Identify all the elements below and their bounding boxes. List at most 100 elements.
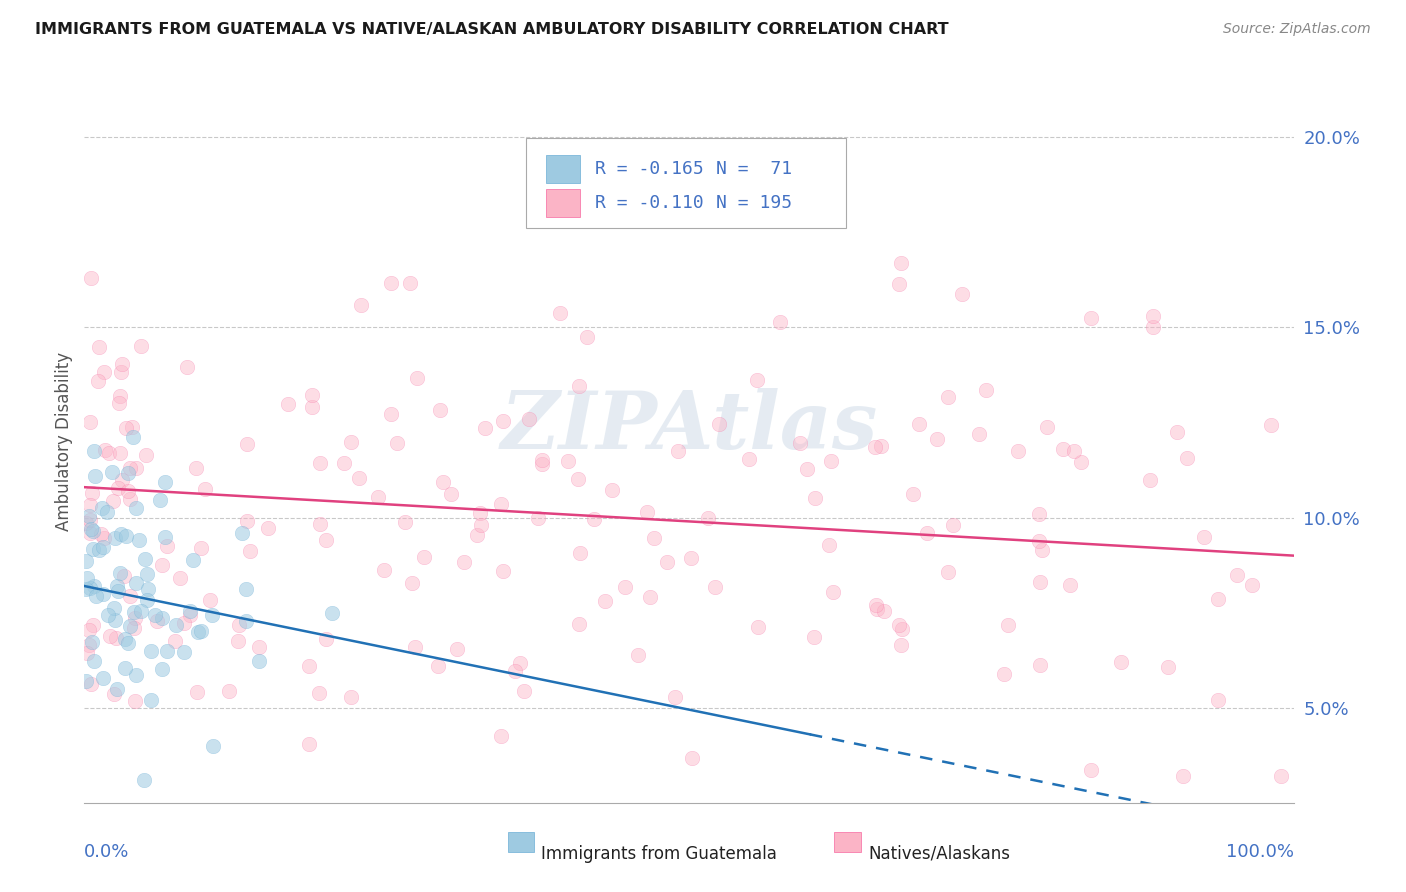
Point: [453, 555, 475, 569]
Point: [664, 690, 686, 704]
Point: [75, 582, 97, 596]
Point: [235, 582, 257, 596]
Point: [79, 677, 101, 691]
Point: [82, 541, 104, 556]
Point: [103, 687, 125, 701]
Point: [128, 533, 150, 547]
Point: [93, 364, 115, 378]
Point: [568, 379, 591, 393]
Point: [256, 521, 278, 535]
Point: [967, 427, 990, 442]
Point: [298, 737, 321, 751]
Point: [90, 526, 112, 541]
Point: [236, 437, 259, 451]
Point: [124, 576, 146, 591]
Point: [530, 452, 553, 467]
Point: [866, 602, 889, 616]
Point: [429, 403, 451, 417]
Point: [818, 538, 841, 552]
Point: [134, 772, 156, 787]
Point: [163, 634, 186, 648]
Point: [236, 514, 259, 528]
Point: [104, 631, 127, 645]
Point: [747, 373, 769, 387]
Point: [340, 690, 363, 705]
Point: [309, 456, 332, 470]
Point: [91, 540, 114, 554]
Point: [79, 499, 101, 513]
Point: [173, 645, 195, 659]
Point: [568, 617, 591, 632]
Point: [104, 531, 127, 545]
Point: [190, 624, 212, 639]
Point: [404, 640, 426, 654]
Point: [503, 664, 526, 678]
Point: [1070, 455, 1092, 469]
Point: [184, 460, 207, 475]
Point: [129, 604, 152, 618]
Point: [385, 435, 408, 450]
Point: [75, 673, 97, 688]
Point: [134, 552, 156, 566]
Point: [350, 298, 373, 312]
Point: [79, 416, 101, 430]
Point: [530, 457, 553, 471]
Point: [1035, 420, 1057, 434]
Point: [77, 639, 100, 653]
Point: [298, 659, 321, 673]
Point: [110, 365, 132, 379]
Point: [804, 491, 827, 505]
Point: [93, 671, 115, 685]
Point: [155, 540, 177, 554]
Point: [636, 505, 658, 519]
Point: [769, 315, 792, 329]
Point: [993, 666, 1015, 681]
Point: [796, 462, 818, 476]
Point: [218, 684, 240, 698]
Point: [83, 579, 105, 593]
Point: [1139, 474, 1161, 488]
Point: [112, 569, 135, 583]
Point: [446, 642, 468, 657]
Point: [169, 571, 191, 585]
Text: Natives/Alaskans: Natives/Alaskans: [868, 845, 1010, 863]
Point: [803, 631, 825, 645]
Point: [567, 471, 589, 485]
Point: [79, 513, 101, 527]
Point: [747, 620, 769, 634]
Point: [96, 505, 118, 519]
Point: [239, 544, 262, 558]
Point: [394, 516, 416, 530]
Point: [915, 525, 938, 540]
Point: [870, 439, 893, 453]
Y-axis label: Ambulatory Disability: Ambulatory Disability: [55, 352, 73, 531]
Point: [627, 648, 650, 662]
Point: [183, 553, 205, 567]
Text: Immigrants from Guatemala: Immigrants from Guatemala: [541, 845, 778, 863]
Point: [201, 607, 224, 622]
Point: [76, 571, 98, 585]
Point: [80, 522, 103, 536]
Point: [643, 531, 665, 545]
Point: [1052, 442, 1074, 457]
Point: [950, 286, 973, 301]
FancyBboxPatch shape: [526, 138, 846, 228]
Text: 0.0%: 0.0%: [84, 843, 129, 861]
Point: [873, 604, 896, 618]
Point: [247, 640, 270, 655]
Point: [340, 435, 363, 450]
Point: [226, 633, 249, 648]
Point: [118, 460, 141, 475]
Point: [136, 582, 159, 596]
Point: [105, 682, 128, 697]
Point: [492, 564, 515, 578]
Point: [468, 506, 491, 520]
Point: [97, 608, 120, 623]
Point: [666, 444, 689, 458]
Point: [380, 407, 402, 421]
Point: [129, 339, 152, 353]
Text: ZIPAtlas: ZIPAtlas: [501, 388, 877, 466]
Point: [83, 654, 105, 668]
Point: [1109, 655, 1132, 669]
Point: [1157, 659, 1180, 673]
